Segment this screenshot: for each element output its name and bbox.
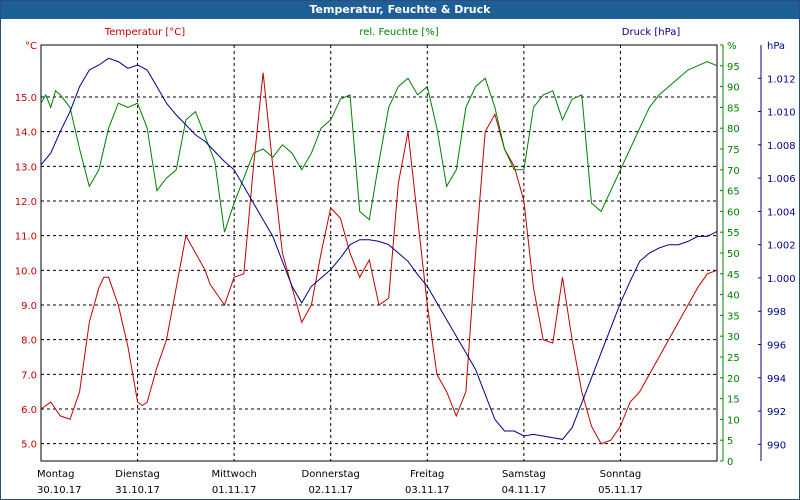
temperature-tick-label: 13.0 bbox=[15, 162, 37, 173]
pressure-tick-label: 1.000 bbox=[767, 274, 796, 285]
series-line-temperature bbox=[40, 72, 718, 445]
humidity-tick-label: 15 bbox=[727, 395, 740, 406]
temperature-tick-label: 11.0 bbox=[15, 232, 37, 243]
chart-svg: °C 5.0 6.0 7.0 8.0 9.0 10.0 11.0 12.0 13.0 14.0 15.… bbox=[15, 27, 796, 496]
humidity-tick-label: 90 bbox=[727, 83, 740, 94]
humidity-tick-label: 30 bbox=[727, 332, 740, 343]
temperature-tick-label: 14.0 bbox=[15, 128, 37, 139]
x-tick-date-label: 31.10.17 bbox=[115, 485, 160, 496]
humidity-tick-label: 25 bbox=[727, 353, 740, 364]
humidity-tick-label: 5 bbox=[727, 436, 733, 447]
temperature-tick-label: 15.0 bbox=[15, 93, 37, 104]
humidity-tick-label: 40 bbox=[727, 291, 740, 302]
pressure-tick-label: 1.006 bbox=[767, 174, 796, 185]
x-tick-day-label: Sonntag bbox=[600, 469, 642, 480]
temperature-tick-label: 8.0 bbox=[21, 336, 37, 347]
humidity-tick-label: 75 bbox=[727, 145, 740, 156]
pressure-tick-label: 1.004 bbox=[767, 207, 796, 218]
legend-humidity: rel. Feuchte [%] bbox=[359, 27, 438, 38]
humidity-tick-label: 35 bbox=[727, 311, 740, 322]
humidity-tick-label: 0 bbox=[727, 457, 733, 468]
x-tick-date-label: 01.11.17 bbox=[212, 485, 257, 496]
humidity-tick-label: 60 bbox=[727, 207, 740, 218]
series-line-pressure bbox=[40, 57, 718, 440]
pressure-tick-label: 994 bbox=[767, 374, 786, 385]
x-tick-date-label: 02.11.17 bbox=[308, 485, 353, 496]
x-tick-date-label: 05.11.17 bbox=[598, 485, 643, 496]
x-tick-date-label: 03.11.17 bbox=[405, 485, 450, 496]
humidity-tick-label: 65 bbox=[727, 187, 740, 198]
temperature-tick-label: 10.0 bbox=[15, 266, 37, 277]
x-tick-day-label: Dienstag bbox=[115, 469, 160, 480]
pressure-tick-label: 1.012 bbox=[767, 74, 796, 85]
legend-temperature: Temperatur [°C] bbox=[104, 27, 185, 38]
pressure-tick-label: 998 bbox=[767, 307, 786, 318]
x-tick-date-label: 30.10.17 bbox=[37, 485, 82, 496]
humidity-tick-label: 50 bbox=[727, 249, 740, 260]
series-line-humidity bbox=[40, 61, 718, 233]
humidity-tick-label: % bbox=[727, 41, 737, 52]
plot-frame bbox=[40, 44, 718, 462]
x-tick-date-label: 04.11.17 bbox=[502, 485, 547, 496]
humidity-tick-label: 55 bbox=[727, 228, 740, 239]
humidity-tick-label: 10 bbox=[727, 415, 740, 426]
humidity-tick-label: 45 bbox=[727, 270, 740, 281]
humidity-tick-label: 70 bbox=[727, 166, 740, 177]
x-tick-day-label: Donnerstag bbox=[302, 469, 360, 480]
pressure-tick-label: 1.008 bbox=[767, 141, 796, 152]
pressure-tick-label: 992 bbox=[767, 407, 786, 418]
window-title: Temperatur, Feuchte & Druck bbox=[1, 1, 799, 19]
humidity-tick-label: 95 bbox=[727, 62, 740, 73]
pressure-tick-label: 1.010 bbox=[767, 108, 796, 119]
pressure-tick-label: 990 bbox=[767, 440, 786, 451]
legend-pressure: Druck [hPa] bbox=[622, 27, 681, 38]
humidity-tick-label: 85 bbox=[727, 103, 740, 114]
pressure-tick-label: 996 bbox=[767, 341, 786, 352]
temperature-unit-label: °C bbox=[25, 41, 37, 52]
temperature-tick-label: 9.0 bbox=[21, 301, 37, 312]
x-tick-day-label: Mittwoch bbox=[211, 469, 256, 480]
temperature-tick-label: 6.0 bbox=[21, 405, 37, 416]
pressure-unit-label: hPa bbox=[767, 41, 785, 52]
temperature-tick-label: 7.0 bbox=[21, 370, 37, 381]
humidity-tick-label: 80 bbox=[727, 124, 740, 135]
pressure-tick-label: 1.002 bbox=[767, 241, 796, 252]
x-tick-day-label: Samstag bbox=[502, 469, 546, 480]
x-tick-day-label: Freitag bbox=[410, 469, 444, 480]
humidity-tick-label: 20 bbox=[727, 374, 740, 385]
x-tick-day-label: Montag bbox=[37, 469, 74, 480]
temperature-tick-label: 5.0 bbox=[21, 440, 37, 451]
temperature-tick-label: 12.0 bbox=[15, 197, 37, 208]
